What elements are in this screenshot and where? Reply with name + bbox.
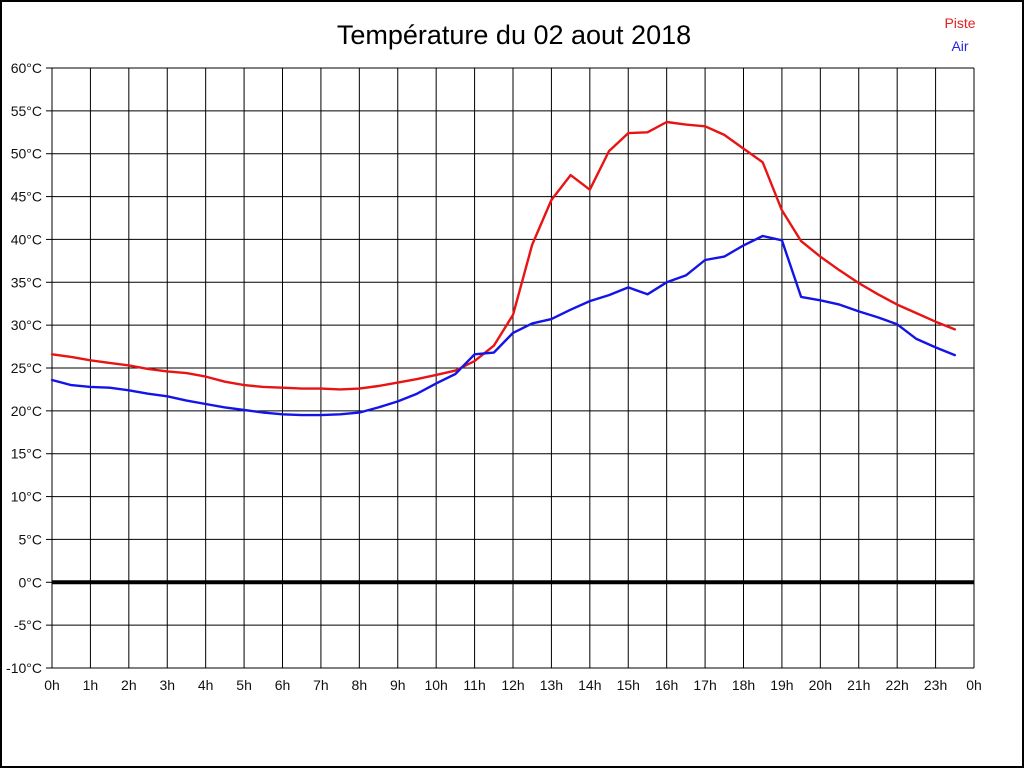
x-tick-label: 18h (732, 677, 755, 693)
legend-item-piste: Piste (944, 15, 976, 31)
y-tick-label: 45°C (11, 189, 42, 205)
y-tick-label: -10°C (6, 660, 42, 676)
x-tick-label: 13h (540, 677, 563, 693)
x-tick-label: 22h (885, 677, 908, 693)
y-tick-label: 20°C (11, 403, 42, 419)
series-lines (50, 120, 956, 417)
x-tick-label: 23h (924, 677, 947, 693)
x-tick-label: 19h (770, 677, 793, 693)
x-tick-label: 4h (198, 677, 214, 693)
y-tick-label: 55°C (11, 103, 42, 119)
y-tick-label: 5°C (19, 531, 43, 547)
x-tick-label: 8h (352, 677, 368, 693)
x-tick-label: 1h (83, 677, 99, 693)
y-tick-label: 15°C (11, 446, 42, 462)
y-tick-label: -5°C (14, 617, 42, 633)
x-tick-label: 2h (121, 677, 137, 693)
y-tick-label: 0°C (19, 574, 43, 590)
y-tick-label: 35°C (11, 274, 42, 290)
x-tick-label: 21h (847, 677, 870, 693)
x-tick-label: 10h (424, 677, 447, 693)
y-tick-label: 50°C (11, 146, 42, 162)
y-tick-label: 25°C (11, 360, 42, 376)
x-tick-label: 11h (463, 677, 485, 693)
x-tick-label: 20h (809, 677, 832, 693)
x-tick-label: 9h (390, 677, 406, 693)
x-tick-label: 0h (44, 677, 60, 693)
legend-item-air: Air (951, 38, 969, 54)
axis-tick-labels: 60°C 55°C 50°C 45°C 40°C 35°C 30°C 25°C 20°C 15°C… (6, 60, 982, 693)
x-tick-label: 14h (578, 677, 601, 693)
x-tick-label: 5h (236, 677, 252, 693)
x-tick-label: 7h (313, 677, 329, 693)
x-tick-label: 12h (501, 677, 524, 693)
x-tick-label: 17h (693, 677, 716, 693)
y-tick-label: 40°C (11, 231, 42, 247)
legend: Piste Air (905, 12, 1015, 58)
x-tick-label: 3h (159, 677, 175, 693)
y-tick-label: 30°C (11, 317, 42, 333)
piste-line (50, 120, 956, 391)
x-tick-label: 0h (966, 677, 982, 693)
x-tick-label: 6h (275, 677, 291, 693)
x-tick-label: 15h (617, 677, 640, 693)
grid (46, 67, 975, 669)
air-line (50, 234, 956, 417)
y-tick-label: 60°C (11, 60, 42, 76)
chart-title: Température du 02 aout 2018 (336, 20, 692, 50)
x-tick-label: 16h (655, 677, 678, 693)
y-tick-label: 10°C (11, 489, 42, 505)
